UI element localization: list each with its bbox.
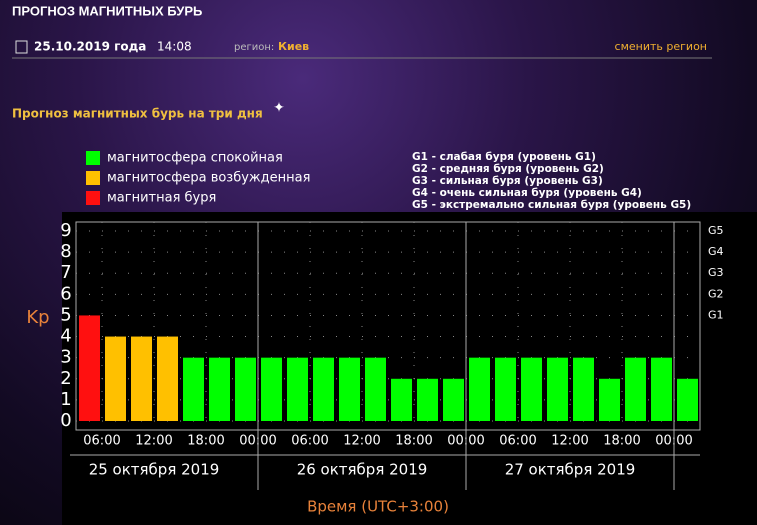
y2-tick-label: G1: [708, 308, 724, 321]
time: 14:08: [157, 40, 192, 54]
g-scale-text: G2 - средняя буря (уровень G2): [412, 163, 604, 175]
y2-tick-label: G5: [708, 224, 724, 237]
bar: [79, 315, 100, 421]
bar: [625, 357, 646, 421]
bar: [235, 357, 256, 421]
bar: [313, 357, 334, 421]
bar: [521, 357, 542, 421]
x-tick-label: 06:00: [83, 434, 120, 449]
bar: [209, 357, 230, 421]
bar: [287, 357, 308, 421]
x-tick-label: 12:00: [135, 434, 172, 449]
bar: [391, 378, 412, 421]
bar: [365, 357, 386, 421]
g-scale-text: G3 - сильная буря (уровень G3): [412, 175, 603, 187]
bar: [339, 357, 360, 421]
day-label: 26 октября 2019: [297, 461, 428, 479]
y-tick-label: 0: [60, 410, 71, 431]
x-tick-label: 18:00: [603, 434, 640, 449]
calendar-icon: [15, 40, 28, 54]
day-label: 25 октября 2019: [89, 461, 220, 479]
x-axis-label: Время (UTC+3:00): [307, 498, 449, 516]
legend-label: магнитосфера спокойная: [107, 151, 283, 166]
bar: [443, 378, 464, 421]
bar: [677, 378, 698, 421]
bar: [547, 357, 568, 421]
g-scale-text: G1 - слабая буря (уровень G1): [412, 151, 596, 163]
y-tick-label: 2: [60, 368, 71, 389]
bar: [469, 357, 490, 421]
g-scale-text: G4 - очень сильная буря (уровень G4): [412, 187, 642, 199]
region: Киев: [278, 40, 309, 53]
page-title: ПРОГНОЗ МАГНИТНЫХ БУРЬ: [12, 3, 202, 18]
x-tick-label: 12:00: [551, 434, 588, 449]
legend-swatch: [86, 171, 100, 185]
y-tick-label: 5: [60, 304, 71, 325]
bar: [573, 357, 594, 421]
section-title: Прогноз магнитных бурь на три дня: [12, 107, 263, 121]
bar: [651, 357, 672, 421]
y-tick-label: 4: [60, 326, 71, 347]
y-tick-label: 1: [60, 389, 71, 410]
y-axis-label: Kp: [26, 307, 49, 328]
change-region-link[interactable]: сменить регион: [615, 40, 707, 53]
y-tick-label: 8: [60, 241, 71, 262]
bar: [599, 378, 620, 421]
plot-frame: [75, 221, 701, 431]
x-tick-label: 18:00: [187, 434, 224, 449]
y2-tick-label: G2: [708, 287, 724, 300]
bar: [131, 336, 152, 421]
day-label: 27 октября 2019: [505, 461, 636, 479]
x-tick-label: 06:00: [291, 434, 328, 449]
bar: [417, 378, 438, 421]
legend-label: магнитная буря: [107, 191, 216, 206]
bar: [183, 357, 204, 421]
legend-label: магнитосфера возбужденная: [107, 171, 310, 186]
x-tick-label: 06:00: [499, 434, 536, 449]
y-tick-label: 9: [60, 220, 71, 241]
g-scale-text: G5 - экстремально сильная буря (уровень …: [412, 199, 691, 211]
x-tick-label: 12:00: [343, 434, 380, 449]
y-tick-label: 6: [60, 283, 71, 304]
legend-swatch: [86, 191, 100, 205]
y2-tick-label: G3: [708, 266, 724, 279]
region-label: регион:: [234, 42, 274, 53]
bar: [261, 357, 282, 421]
date: 25.10.2019 года: [34, 40, 146, 54]
legend-swatch: [86, 151, 100, 165]
x-tick-label: 18:00: [395, 434, 432, 449]
bar: [105, 336, 126, 421]
bar: [157, 336, 178, 421]
y2-tick-label: G4: [708, 245, 724, 258]
bar: [495, 357, 516, 421]
y-tick-label: 7: [60, 262, 71, 283]
y-tick-label: 3: [60, 347, 71, 368]
star: ✦: [273, 100, 285, 116]
